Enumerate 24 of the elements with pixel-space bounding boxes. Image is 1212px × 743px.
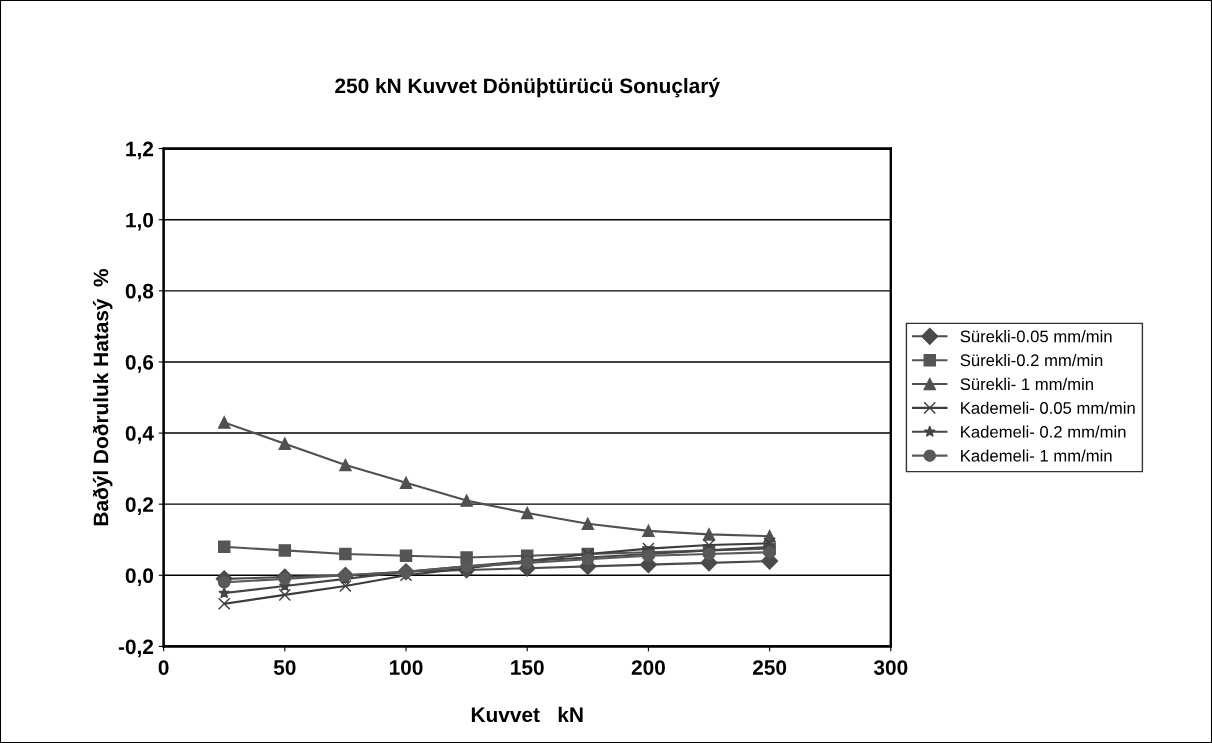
y-tick-label: 0,2 [125, 497, 154, 515]
y-tick-label: -0,2 [118, 639, 154, 658]
x-tick-label: 100 [389, 660, 423, 675]
x-axis-title: Kuvvet kN [471, 706, 583, 723]
x-tick-label: 150 [511, 660, 544, 675]
y-tick-label: 0,6 [125, 354, 154, 373]
x-tick-label: 0 [158, 660, 169, 675]
chart-title: 250 kN Kuvvet Dönüþtürücü Sonuçlarý [335, 77, 720, 98]
y-tick-label: 0,4 [125, 426, 154, 444]
legend-label: Sürekli-0.05 mm/min [960, 330, 1112, 343]
x-tick-label: 300 [873, 660, 908, 675]
y-tick-label: 1,2 [126, 141, 154, 160]
y-axis-title: Baðýl Doðruluk Hatasý % [92, 268, 113, 526]
x-tick-label: 250 [752, 660, 787, 675]
legend-label: Sürekli-0.2 mm/min [960, 353, 1103, 367]
legend-label: Kademeli- 0.2 mm/min [961, 425, 1126, 438]
legend-label: Sürekli- 1 mm/min [960, 377, 1093, 391]
legend-label: Kademeli- 1 mm/min [961, 449, 1112, 462]
legend-label: Kademeli- 0.05 mm/min [961, 401, 1135, 414]
y-tick-label: 1,0 [126, 212, 154, 231]
x-tick-label: 200 [631, 660, 665, 675]
x-tick-label: 50 [273, 660, 296, 675]
y-tick-label: 0,0 [125, 568, 154, 587]
y-tick-label: 0,8 [125, 283, 154, 302]
